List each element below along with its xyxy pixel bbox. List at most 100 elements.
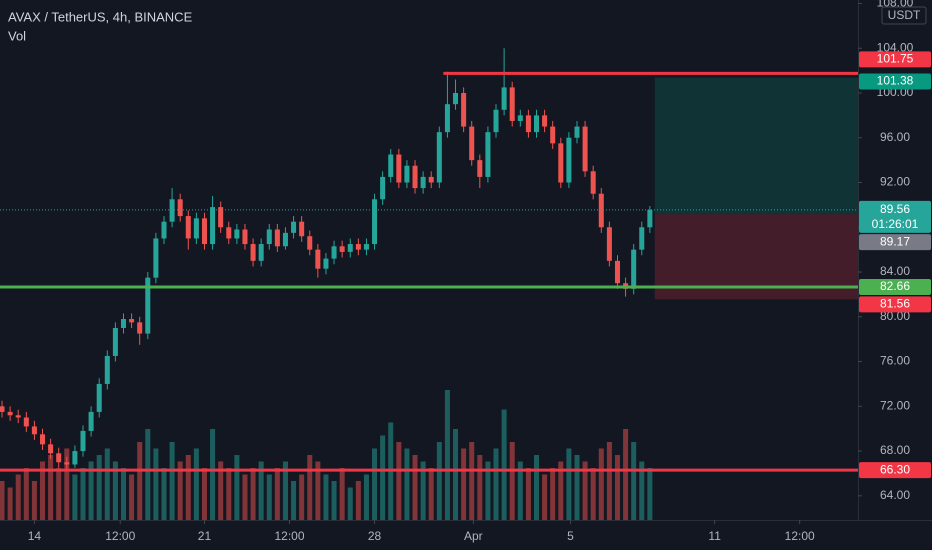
volume-bar bbox=[226, 468, 232, 520]
candle-body bbox=[436, 132, 442, 183]
candle-body bbox=[31, 426, 37, 435]
candle-body bbox=[201, 218, 207, 245]
candle-body bbox=[161, 221, 167, 239]
candle-body bbox=[404, 165, 410, 183]
y-tick-label: 72.00 bbox=[880, 398, 910, 412]
candle-body bbox=[647, 209, 653, 228]
y-tick-label: 84.00 bbox=[880, 264, 910, 278]
indicator-label: Vol bbox=[8, 28, 26, 43]
candle-body bbox=[396, 154, 402, 183]
candle-body bbox=[501, 87, 507, 110]
candle-body bbox=[509, 87, 515, 121]
volume-bar bbox=[598, 448, 604, 520]
volume-bar bbox=[210, 429, 216, 520]
candle-body bbox=[542, 115, 548, 127]
volume-bar bbox=[436, 442, 442, 520]
volume-bar bbox=[104, 448, 110, 520]
volume-bar bbox=[177, 461, 183, 520]
x-tick-label: Apr bbox=[464, 529, 483, 543]
currency-label[interactable]: USDT bbox=[888, 8, 921, 22]
currency-box[interactable] bbox=[881, 6, 927, 25]
level-label-box bbox=[859, 462, 931, 479]
candle-body bbox=[550, 126, 556, 144]
candle-body bbox=[7, 411, 13, 416]
candle-body bbox=[477, 160, 483, 177]
volume-bar bbox=[250, 468, 256, 520]
volume-bar bbox=[550, 468, 556, 520]
candle-body bbox=[631, 249, 637, 289]
volume-bar bbox=[23, 468, 29, 520]
candle-body bbox=[372, 199, 378, 245]
candle-body bbox=[40, 434, 46, 445]
position-stop-label-box bbox=[859, 296, 931, 313]
volume-bar bbox=[428, 468, 434, 520]
candle-body bbox=[0, 406, 5, 412]
y-tick-label: 80.00 bbox=[880, 309, 910, 323]
volume-bar bbox=[501, 409, 507, 520]
candle-body bbox=[469, 126, 475, 161]
volume-bar bbox=[299, 474, 305, 520]
volume-bar bbox=[242, 474, 248, 520]
candle-body bbox=[388, 154, 394, 177]
candle-body bbox=[137, 322, 143, 334]
volume-bar bbox=[40, 461, 46, 520]
volume-bar bbox=[185, 455, 191, 520]
candle-body bbox=[453, 92, 459, 105]
position-target-label: 101.38 bbox=[877, 74, 914, 88]
volume-bar bbox=[234, 455, 240, 520]
x-tick-label: 12:00 bbox=[274, 529, 304, 543]
candle-body bbox=[145, 277, 151, 334]
volume-bar bbox=[396, 442, 402, 520]
position-entry-label-box bbox=[859, 234, 931, 251]
position-target-label-box bbox=[859, 73, 931, 90]
candle-body bbox=[355, 244, 361, 250]
volume-bar bbox=[80, 468, 86, 520]
volume-bar bbox=[533, 455, 540, 520]
candle-body bbox=[282, 232, 288, 247]
candle-body bbox=[533, 115, 540, 133]
candle-body bbox=[339, 246, 345, 252]
candle-body bbox=[210, 207, 216, 245]
candle-body bbox=[153, 238, 159, 278]
candle-body bbox=[291, 221, 297, 233]
candle-body bbox=[88, 411, 94, 431]
candle-body bbox=[331, 246, 337, 259]
volume-bar bbox=[307, 455, 313, 520]
candle-body bbox=[15, 415, 21, 418]
candle-body bbox=[380, 176, 386, 200]
y-tick-label: 108.00 bbox=[877, 0, 914, 10]
volume-bar bbox=[477, 455, 483, 520]
candle-body bbox=[169, 199, 175, 222]
y-tick-label: 64.00 bbox=[880, 488, 910, 502]
volume-bar bbox=[582, 461, 588, 520]
volume-bar bbox=[266, 474, 272, 520]
volume-bar bbox=[153, 448, 159, 520]
candle-body bbox=[461, 92, 467, 127]
x-tick-label: 21 bbox=[198, 529, 212, 543]
candle-body bbox=[177, 199, 183, 217]
candle-body bbox=[23, 417, 29, 427]
volume-bar bbox=[282, 461, 288, 520]
candle-body bbox=[120, 319, 127, 328]
candle-body bbox=[598, 193, 604, 228]
y-tick-label: 92.00 bbox=[880, 175, 910, 189]
candle-body bbox=[218, 207, 224, 228]
volume-bar bbox=[542, 474, 548, 520]
volume-bar bbox=[420, 461, 426, 520]
volume-bar bbox=[15, 474, 21, 520]
candle-body bbox=[129, 319, 135, 323]
volume-bar bbox=[509, 442, 515, 520]
candle-body bbox=[307, 236, 313, 250]
x-tick-label: 5 bbox=[567, 529, 574, 543]
candle-body bbox=[48, 444, 54, 454]
candle-body bbox=[104, 355, 110, 384]
level-label: 82.66 bbox=[880, 279, 910, 293]
candle-body bbox=[80, 430, 86, 452]
plot-area bbox=[0, 48, 858, 520]
candle-body bbox=[493, 109, 499, 133]
candle-body bbox=[72, 451, 78, 465]
volume-bar bbox=[525, 468, 531, 520]
candle-body bbox=[315, 249, 321, 269]
volume-bar bbox=[161, 468, 167, 520]
candle-body bbox=[485, 132, 491, 177]
